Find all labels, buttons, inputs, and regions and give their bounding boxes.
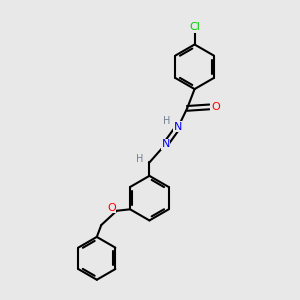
Text: Cl: Cl [189,22,200,32]
Text: N: N [162,139,170,149]
Text: H: H [163,116,171,127]
Text: H: H [136,154,144,164]
Text: O: O [107,203,116,213]
Text: N: N [174,122,182,132]
Text: O: O [211,102,220,112]
